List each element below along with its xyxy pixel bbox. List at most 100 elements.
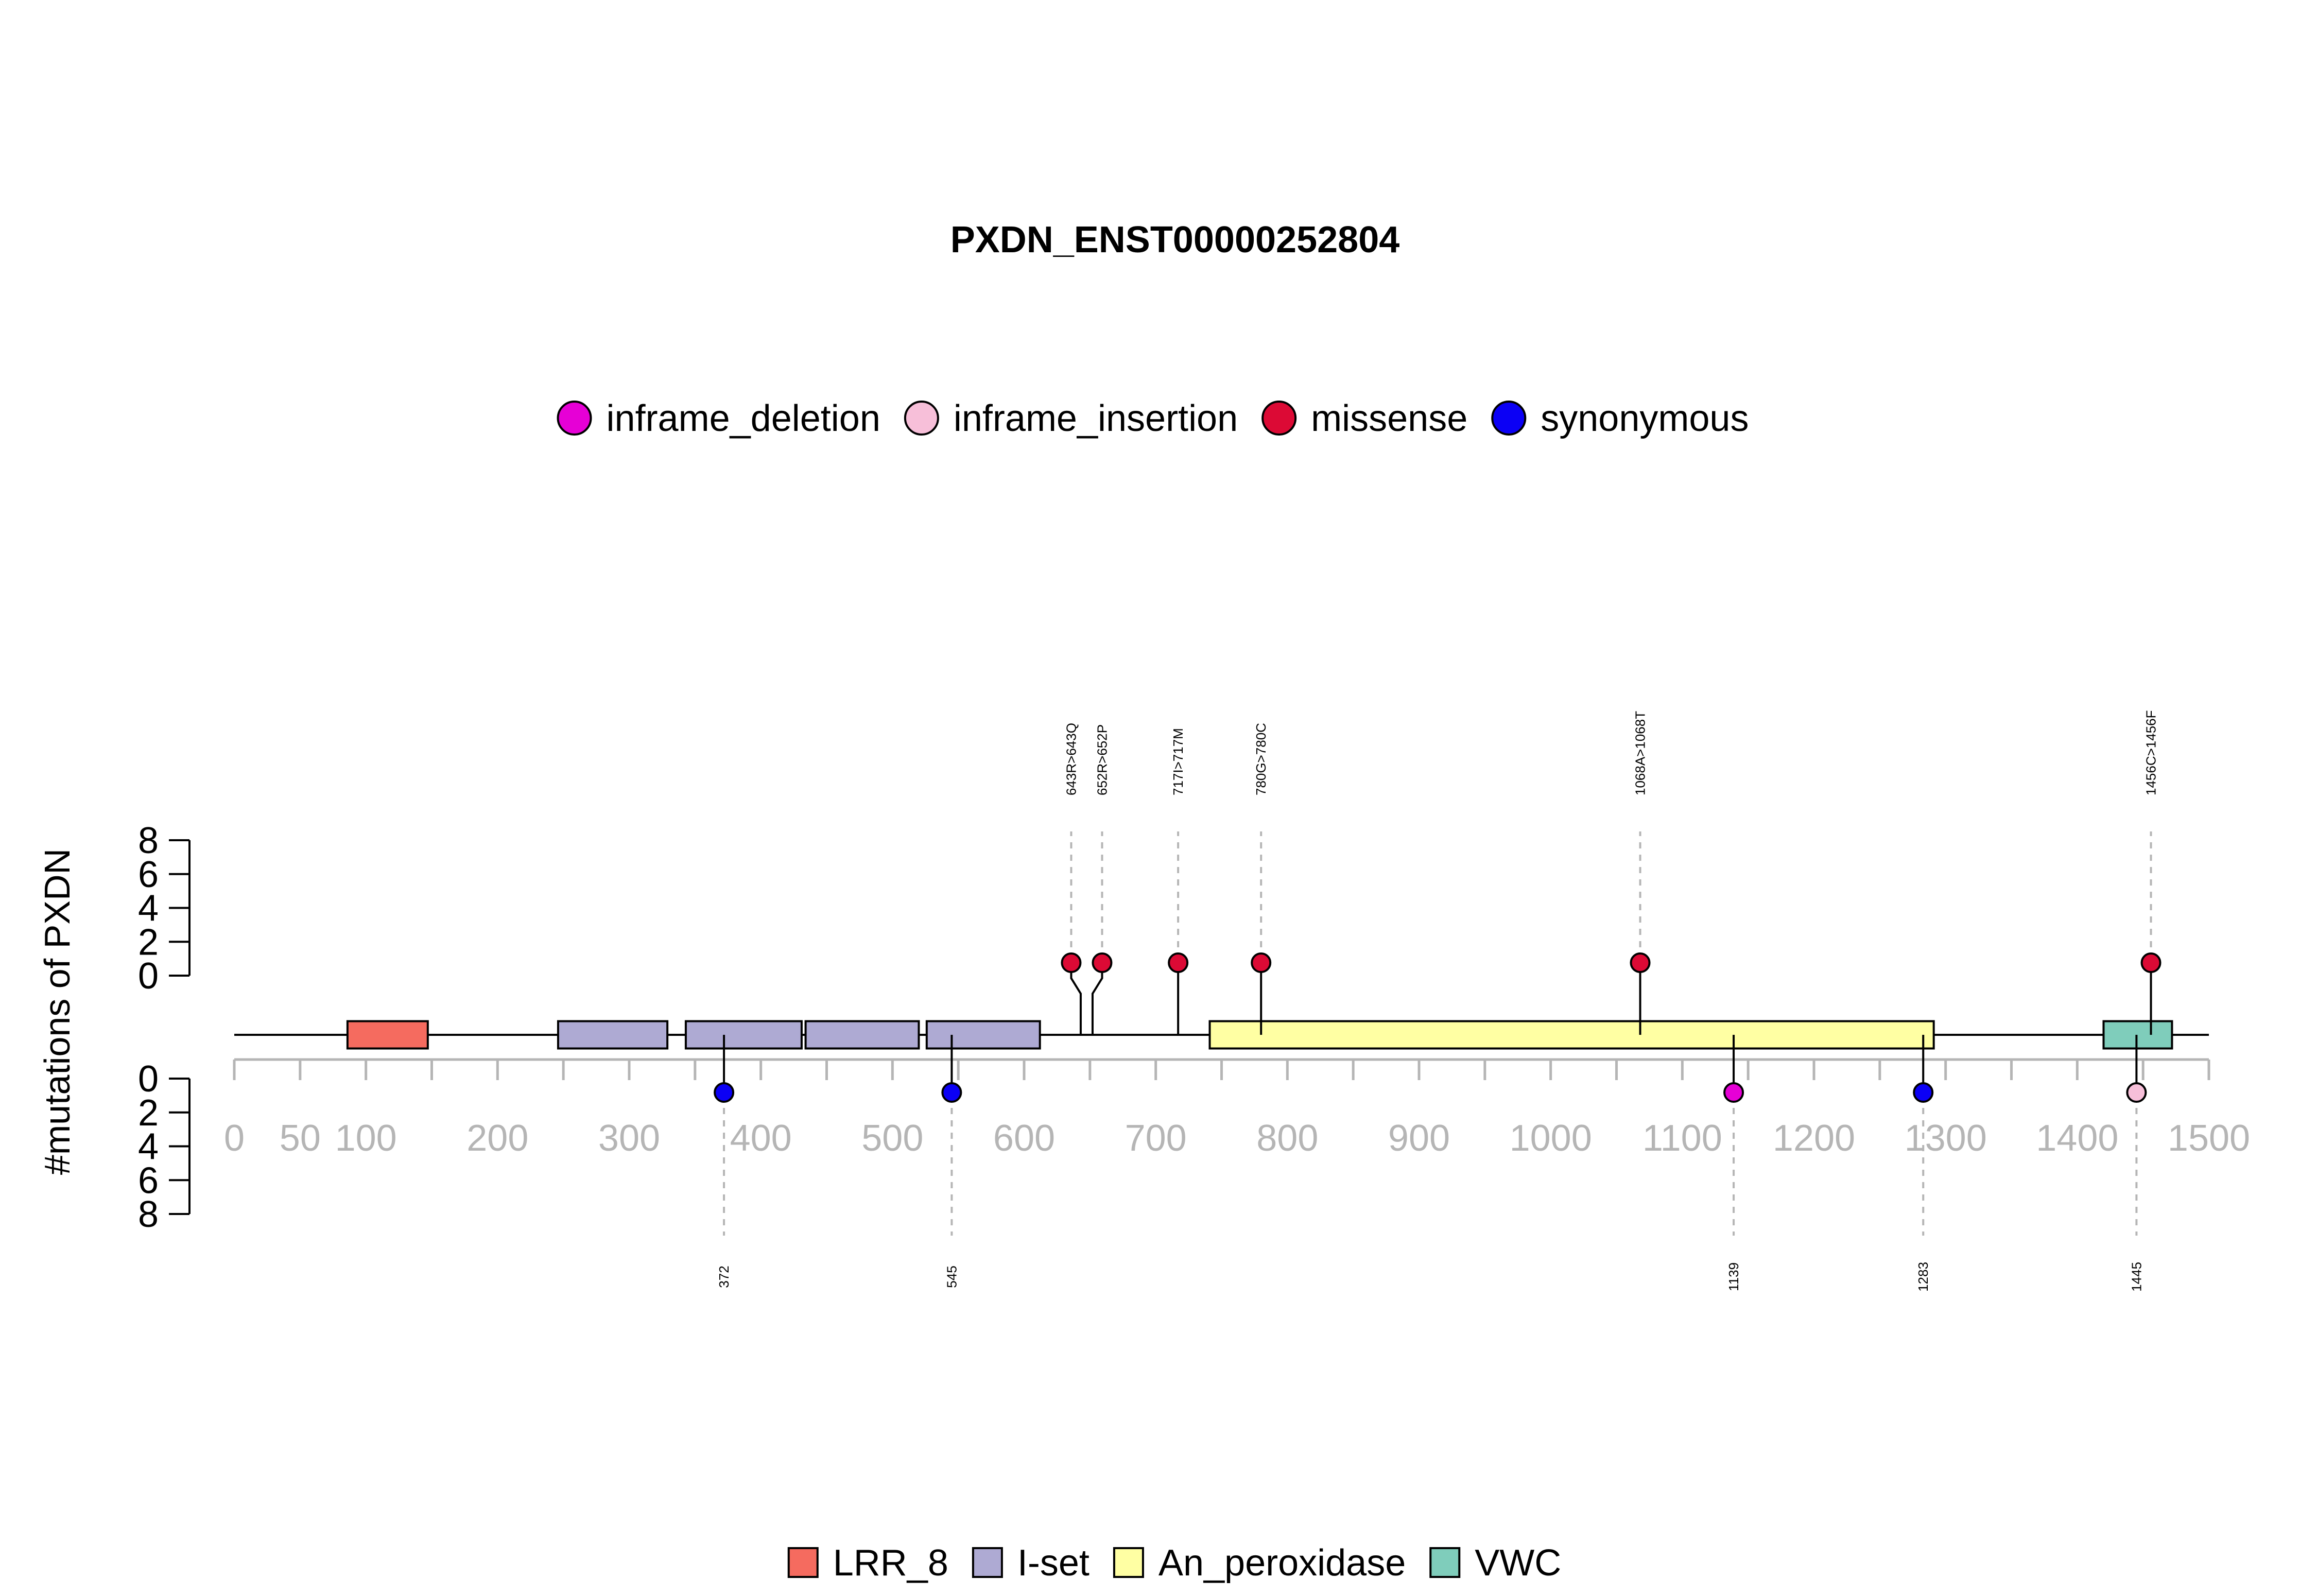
mutation-label: 1456C>1456F [2143, 710, 2159, 795]
protein-domains [346, 1020, 2173, 1050]
legend-swatch [787, 1547, 819, 1578]
legend-label: inframe_deletion [607, 398, 880, 439]
domain-I-set [684, 1020, 803, 1050]
mutation-label: 717I>717M [1170, 728, 1186, 795]
x-tick-label: 0 [224, 1118, 245, 1159]
mutation-type-legend: inframe_deletion inframe_insertion missens… [557, 398, 1749, 439]
mutation-label: 372 [716, 1265, 732, 1288]
mutation-dot-missense [1630, 952, 1651, 973]
x-tick-label: 50 [280, 1118, 321, 1159]
mutation-label: 780G>780C [1253, 723, 1269, 795]
axes: 0 50 100 200 300 400 500 600 700 800 900 1000 1100 12… [138, 820, 2250, 1235]
y-tick-label-lower: 6 [138, 1160, 159, 1201]
chart-title: PXDN_ENST00000252804 [950, 219, 1400, 261]
mutation-above: 643R>643Q [1061, 723, 1082, 1035]
x-tick-label: 1300 [1905, 1118, 1987, 1159]
legend-label: VWC [1475, 1542, 1561, 1584]
x-tick-label: 1000 [1510, 1118, 1592, 1159]
x-tick-label: 500 [861, 1118, 923, 1159]
legend-label: I-set [1017, 1542, 1090, 1584]
mutation-lollipops: 643R>643Q 652R>652P 717I>717M 780G>780C 1068… [714, 710, 2162, 1292]
mutation-label: 652R>652P [1094, 724, 1110, 795]
mutation-dot-inframe_insertion [2126, 1082, 2147, 1103]
legend-label: LRR_8 [833, 1542, 948, 1584]
domain-An_peroxidase [1208, 1020, 1935, 1050]
domain-I-set [925, 1020, 1041, 1050]
mutation-above: 1456C>1456F [2140, 710, 2162, 1035]
mutation-dot-missense [1168, 952, 1189, 973]
domain-legend: LRR_8 I-set An_peroxidase VWC [787, 1542, 1561, 1584]
domain-I-set [557, 1020, 669, 1050]
y-tick-label-upper: 4 [138, 888, 159, 929]
mutation-label: 643R>643Q [1063, 723, 1079, 795]
legend-swatch [1113, 1547, 1144, 1578]
x-tick-label: 1400 [2036, 1118, 2118, 1159]
y-tick-label-lower: 4 [138, 1126, 159, 1168]
legend-label: synonymous [1541, 398, 1749, 439]
legend-item-I-set: I-set [972, 1542, 1090, 1584]
x-tick-label: 300 [598, 1118, 660, 1159]
x-tick-label: 400 [730, 1118, 792, 1159]
legend-swatch [1491, 401, 1527, 436]
y-tick-label-lower: 0 [138, 1059, 159, 1100]
mutation-dot-synonymous [1913, 1082, 1934, 1103]
mutation-label: 1283 [1915, 1262, 1931, 1292]
legend-label: missense [1311, 398, 1467, 439]
mutation-above: 652R>652P [1091, 724, 1113, 1035]
mutation-dot-synonymous [714, 1082, 735, 1103]
x-tick-label: 800 [1256, 1118, 1318, 1159]
legend-item-inframe_deletion: inframe_deletion [557, 398, 880, 439]
y-tick-label-upper: 8 [138, 820, 159, 861]
mutation-dot-synonymous [941, 1082, 962, 1103]
legend-item-missense: missense [1261, 398, 1467, 439]
legend-swatch [904, 401, 939, 436]
mutation-dot-missense [1061, 952, 1082, 973]
mutation-label: 1445 [2129, 1262, 2144, 1292]
lollipop-stem [1091, 963, 1103, 1035]
mutation-dot-inframe_deletion [1723, 1082, 1744, 1103]
domain-LRR_8 [346, 1020, 429, 1050]
y-tick-label-upper: 0 [138, 956, 159, 997]
mutation-below: 545 [941, 1035, 962, 1288]
x-tick-label: 600 [993, 1118, 1055, 1159]
mutation-below: 1445 [2126, 1035, 2147, 1292]
lollipop-stem [1070, 963, 1082, 1035]
mutation-above: 780G>780C [1251, 723, 1272, 1035]
domain-I-set [804, 1020, 920, 1050]
x-tick-label: 1500 [2168, 1118, 2250, 1159]
mutation-above: 717I>717M [1168, 728, 1189, 1035]
mutation-above: 1068A>1068T [1630, 711, 1651, 1035]
legend-item-synonymous: synonymous [1491, 398, 1749, 439]
legend-swatch [1261, 401, 1297, 436]
legend-swatch [557, 401, 592, 436]
legend-label: An_peroxidase [1158, 1542, 1406, 1584]
y-axis-label: #mutations of PXDN [37, 848, 77, 1175]
legend-item-inframe_insertion: inframe_insertion [904, 398, 1238, 439]
x-tick-label: 100 [335, 1118, 397, 1159]
mutation-dot-missense [1251, 952, 1272, 973]
y-tick-label-lower: 8 [138, 1194, 159, 1235]
mutation-below: 372 [714, 1035, 735, 1288]
mutation-label: 1068A>1068T [1633, 711, 1648, 795]
x-tick-label: 200 [466, 1118, 528, 1159]
mutation-dot-missense [1092, 952, 1113, 973]
x-tick-label: 1100 [1642, 1118, 1722, 1159]
legend-item-VWC: VWC [1429, 1542, 1561, 1584]
mutation-label: 1139 [1726, 1262, 1741, 1291]
x-tick-label: 700 [1125, 1118, 1187, 1159]
y-tick-label-upper: 2 [138, 922, 159, 963]
legend-swatch [972, 1547, 1003, 1578]
y-tick-label-lower: 2 [138, 1092, 159, 1134]
y-tick-label-upper: 6 [138, 854, 159, 895]
mutation-dot-missense [2140, 952, 2162, 973]
domain-VWC [2102, 1020, 2173, 1050]
mutation-below: 1139 [1723, 1035, 1744, 1291]
x-tick-label: 900 [1388, 1118, 1450, 1159]
legend-swatch [1429, 1547, 1461, 1578]
mutation-label: 545 [944, 1265, 959, 1288]
legend-item-LRR_8: LRR_8 [787, 1542, 948, 1584]
x-tick-label: 1200 [1773, 1118, 1855, 1159]
mutation-below: 1283 [1913, 1035, 1934, 1292]
legend-item-An_peroxidase: An_peroxidase [1113, 1542, 1406, 1584]
